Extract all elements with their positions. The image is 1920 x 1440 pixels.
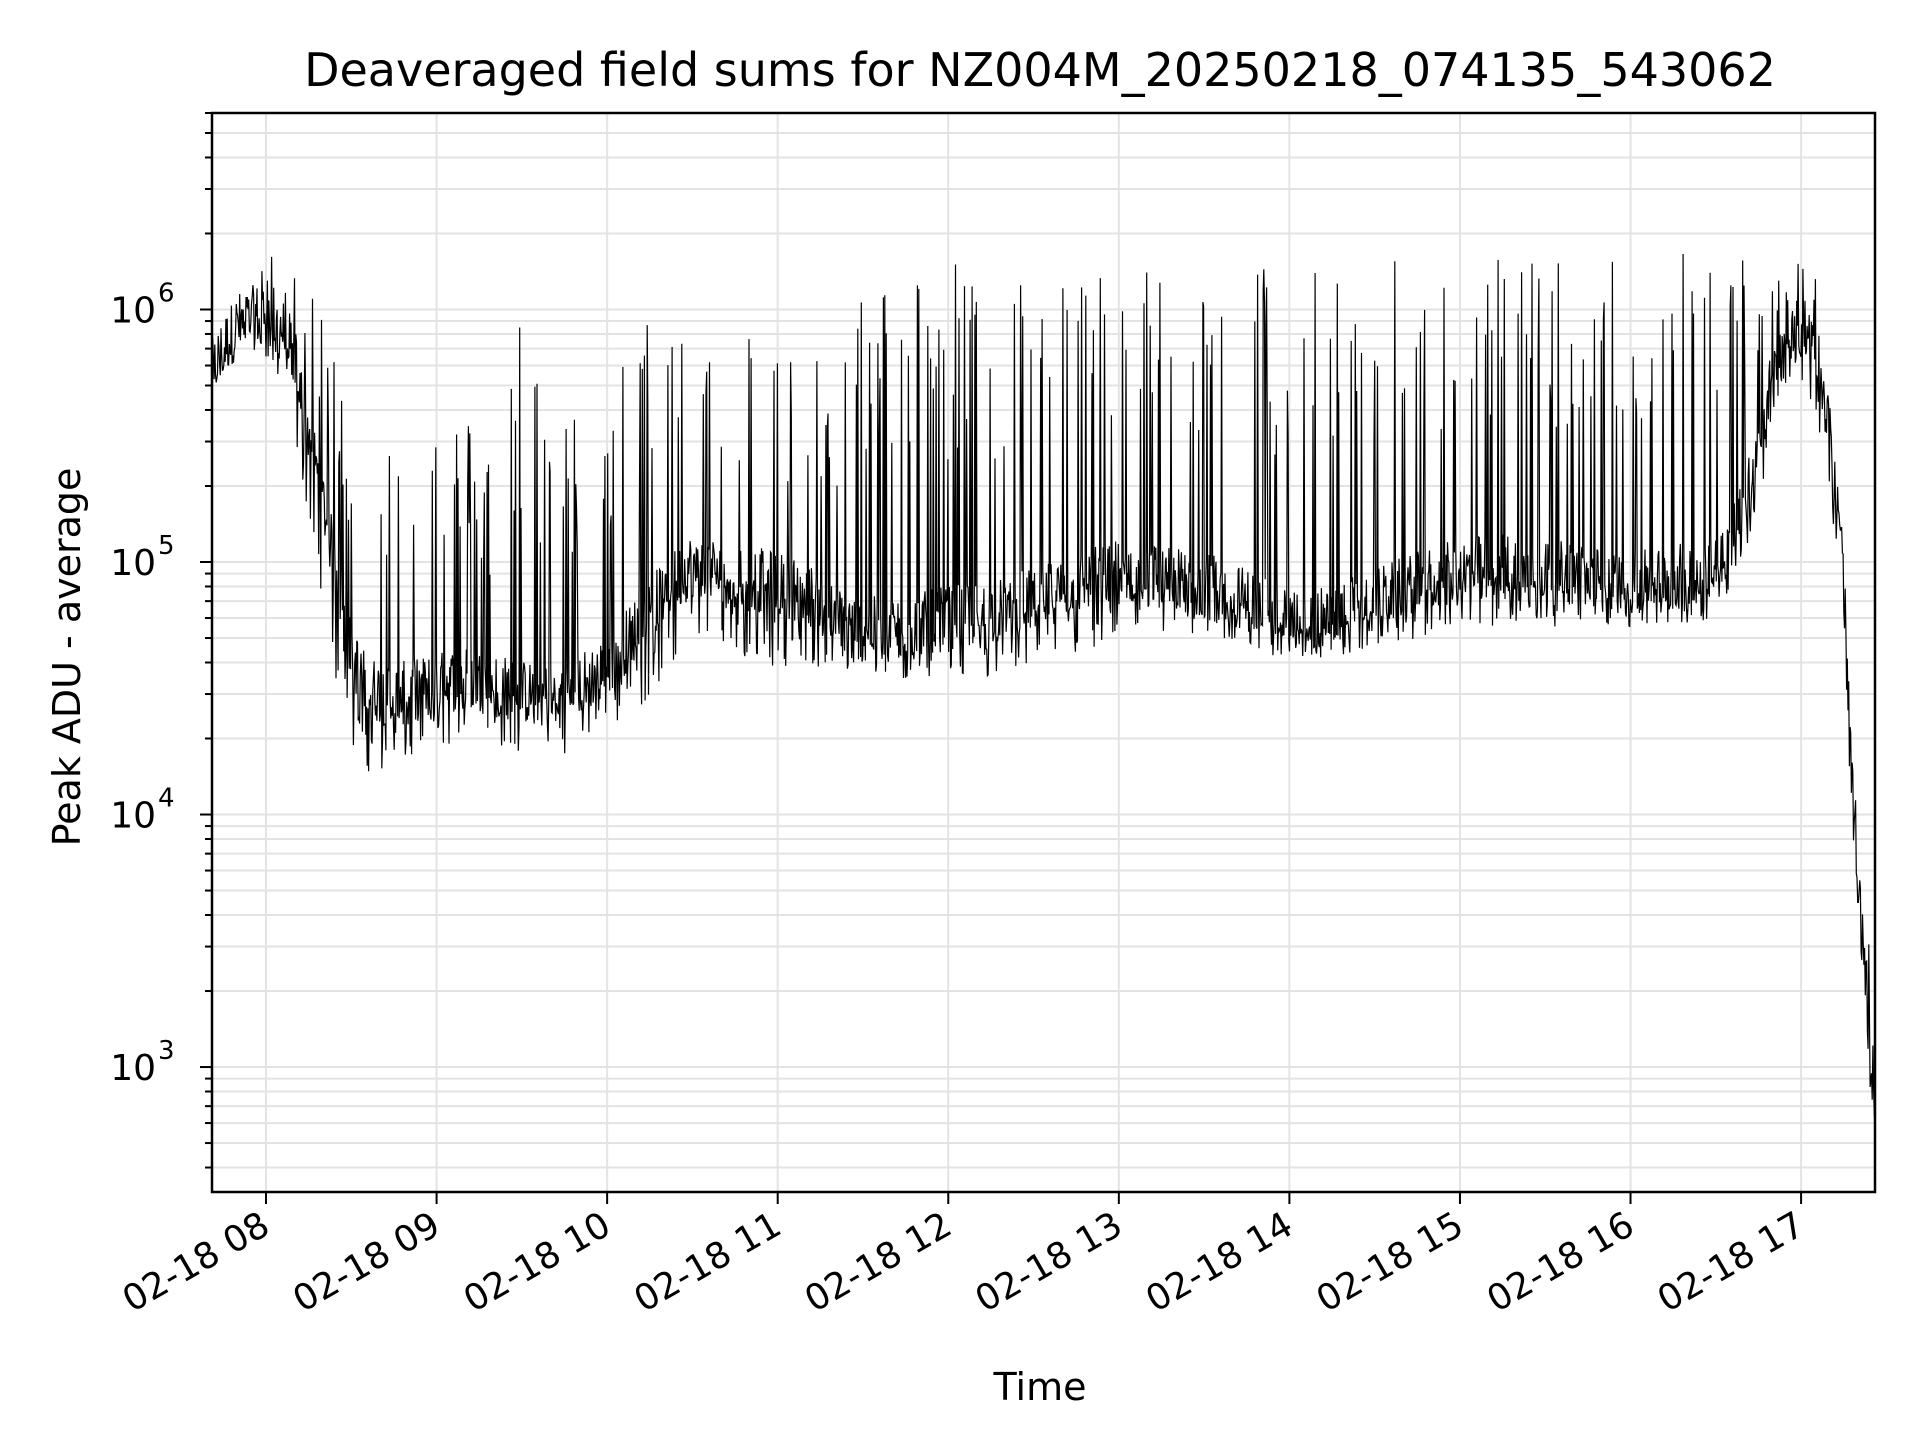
y-tick-base: 10 [110,1048,156,1089]
y-tick-base: 10 [110,796,156,837]
y-tick-exponent: 4 [158,784,175,814]
y-tick-label: 10 3 [110,1036,174,1089]
axes [200,111,1877,1204]
y-tick-exponent: 3 [158,1036,175,1066]
y-tick-label: 10 4 [110,784,174,837]
series-line [211,253,1876,1130]
x-axis-label: Time [993,1365,1087,1409]
series-layer [211,253,1876,1130]
grid-lines [212,112,1875,1192]
y-tick-label: 10 5 [110,531,174,584]
y-tick-base: 10 [110,290,156,331]
plot-frame [210,111,1877,1194]
chart-title: Deaveraged field sums for NZ004M_2025021… [304,43,1776,97]
y-tick-exponent: 5 [158,531,175,561]
y-tick-base: 10 [110,543,156,584]
y-axis-label: Peak ADU - average [45,468,89,847]
y-tick-label: 10 6 [110,278,174,331]
y-tick-exponent: 6 [158,278,175,308]
